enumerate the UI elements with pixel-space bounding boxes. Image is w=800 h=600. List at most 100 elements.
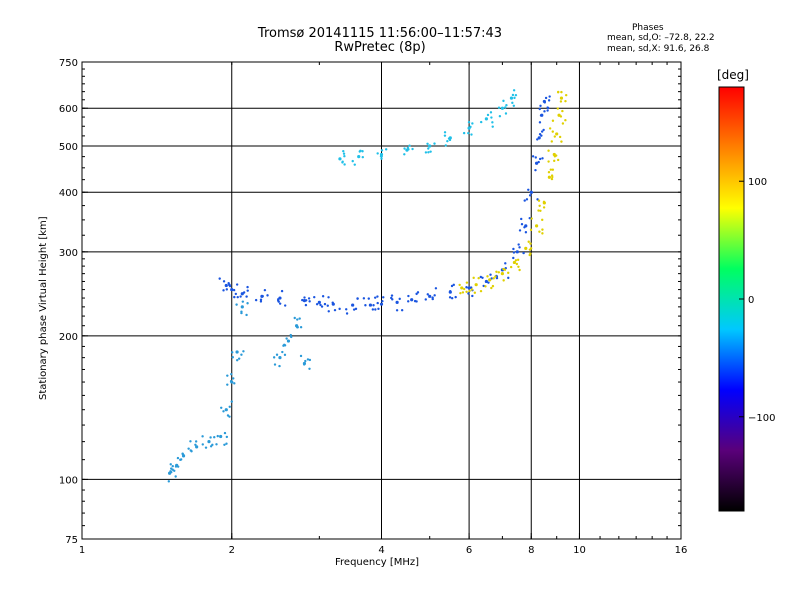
chart-title: Tromsø 20141115 11:56:00–11:57:43 — [257, 26, 503, 41]
data-point — [333, 308, 337, 312]
data-point — [539, 104, 542, 108]
data-point — [245, 313, 248, 317]
data-point — [201, 435, 204, 438]
data-point — [524, 231, 528, 234]
data-point — [495, 276, 499, 280]
data-point — [542, 200, 546, 204]
data-point — [293, 316, 296, 320]
data-point — [246, 285, 249, 289]
series-f-layer — [338, 89, 518, 166]
data-point — [391, 298, 394, 301]
data-point — [491, 121, 494, 124]
data-point — [500, 272, 505, 276]
data-point — [489, 111, 493, 114]
data-point — [454, 295, 457, 299]
data-points — [167, 89, 568, 483]
colorbar-tick-label: 0 — [748, 295, 754, 306]
data-point — [427, 147, 430, 150]
data-point — [286, 339, 291, 343]
data-point — [239, 295, 242, 298]
data-point — [342, 149, 345, 153]
data-point — [278, 364, 281, 368]
data-point — [443, 131, 447, 134]
data-point — [285, 337, 288, 340]
data-point — [516, 258, 520, 262]
data-point — [246, 302, 249, 305]
data-point — [530, 217, 533, 220]
data-point — [226, 383, 229, 386]
data-point — [406, 146, 410, 150]
data-point — [171, 464, 174, 468]
data-point — [518, 229, 522, 232]
data-point — [543, 101, 547, 104]
data-point — [450, 297, 454, 300]
data-point — [299, 354, 303, 358]
colorbar: 100 0 −100 — [718, 86, 775, 512]
data-point — [174, 465, 178, 468]
data-point — [390, 294, 394, 297]
data-point — [290, 335, 293, 339]
data-point — [564, 99, 567, 103]
data-point — [497, 271, 501, 274]
data-point — [557, 90, 560, 94]
data-point — [351, 303, 355, 307]
data-point — [529, 242, 532, 245]
data-point — [169, 470, 172, 473]
y-tick-label: 400 — [59, 188, 78, 199]
data-point — [473, 291, 477, 294]
data-point — [512, 260, 517, 265]
data-point — [486, 275, 489, 278]
data-point — [541, 228, 544, 231]
data-point — [359, 149, 362, 153]
data-point — [507, 276, 510, 280]
data-point — [511, 101, 514, 105]
data-point — [564, 118, 567, 122]
x-tick-label: 1 — [79, 545, 85, 556]
data-point — [408, 144, 411, 147]
data-point — [224, 408, 228, 412]
data-point — [433, 142, 436, 145]
data-point — [231, 351, 234, 354]
data-point — [376, 152, 379, 155]
data-point — [376, 301, 379, 305]
chart-subtitle: RwPretec (8p) — [334, 40, 426, 55]
data-point — [502, 99, 505, 103]
data-point — [338, 307, 341, 311]
data-point — [308, 358, 312, 362]
data-point — [372, 304, 375, 307]
data-point — [403, 147, 406, 150]
data-point — [527, 188, 530, 192]
data-point — [495, 270, 498, 273]
data-point — [434, 287, 438, 290]
data-point — [308, 300, 311, 303]
data-point — [225, 288, 229, 291]
data-point — [327, 296, 330, 299]
data-point — [528, 194, 532, 197]
data-point — [283, 304, 287, 307]
data-point — [551, 130, 554, 133]
data-point — [400, 309, 404, 312]
y-tick-label: 750 — [59, 58, 78, 69]
data-point — [223, 431, 227, 435]
data-point — [338, 157, 342, 161]
data-point — [225, 435, 229, 439]
data-point — [469, 125, 472, 129]
data-point — [241, 300, 245, 303]
data-point — [343, 163, 346, 166]
grid-lines — [82, 62, 681, 539]
data-point — [354, 307, 358, 311]
data-point — [373, 296, 377, 299]
data-point — [556, 107, 560, 110]
data-point — [220, 406, 223, 409]
data-point — [266, 294, 269, 297]
data-point — [470, 133, 473, 136]
data-point — [458, 283, 461, 287]
data-point — [179, 458, 183, 461]
data-point — [429, 150, 432, 153]
data-point — [234, 292, 238, 296]
data-point — [465, 281, 469, 284]
data-point — [486, 113, 490, 117]
data-point — [531, 155, 535, 158]
data-point — [431, 296, 434, 299]
